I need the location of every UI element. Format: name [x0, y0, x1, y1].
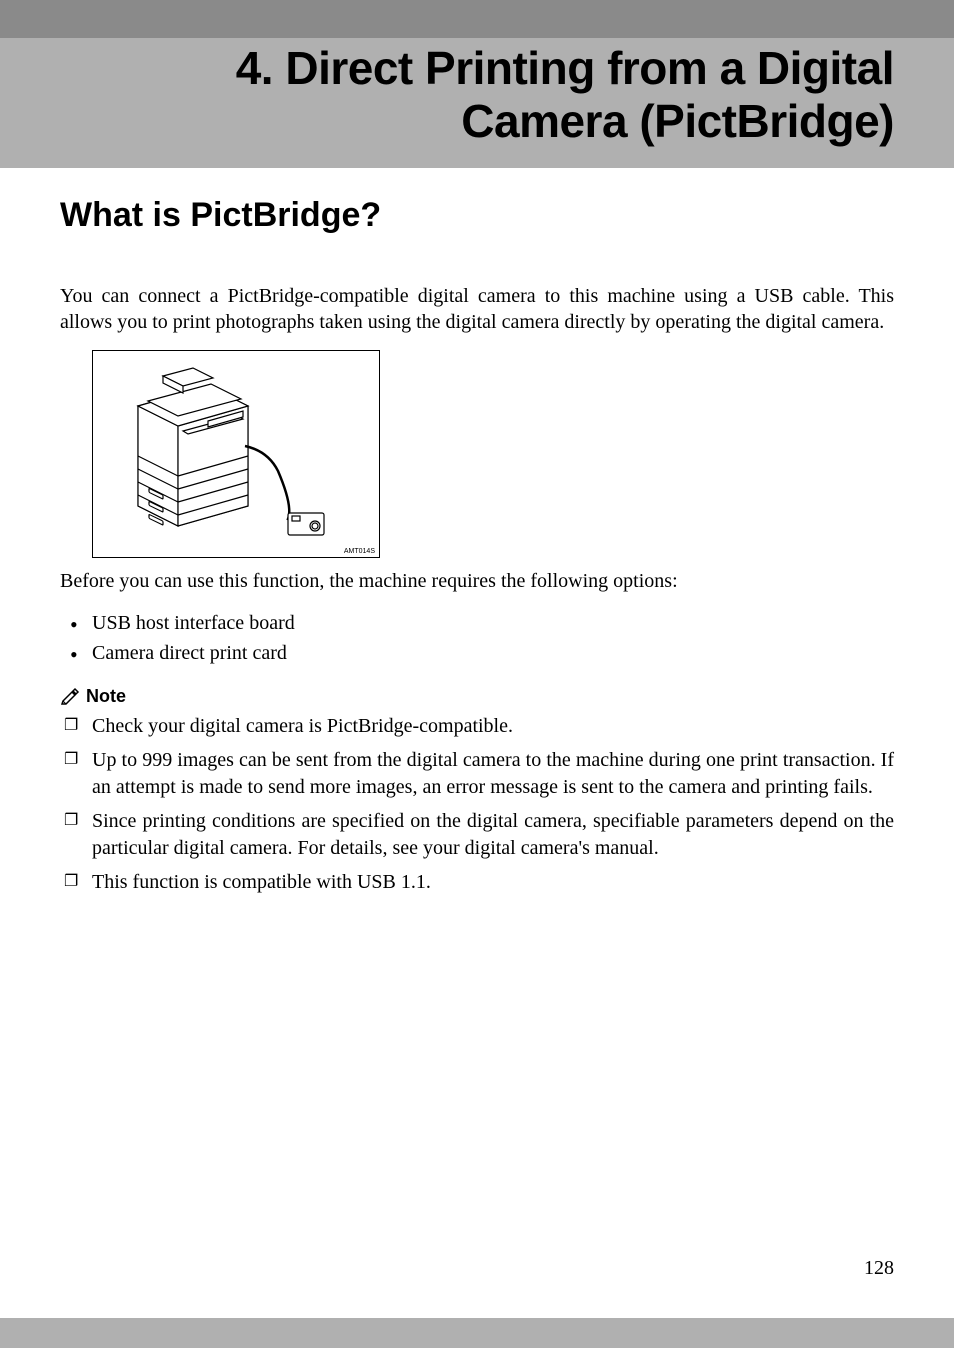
requirement-item: Camera direct print card [60, 638, 894, 668]
requirements-list: USB host interface board Camera direct p… [60, 608, 894, 668]
requirement-item: USB host interface board [60, 608, 894, 638]
note-label: Note [86, 686, 126, 707]
page-number: 128 [864, 1257, 894, 1280]
document-page: 4. Direct Printing from a Digital Camera… [0, 0, 954, 1348]
note-item: Up to 999 images can be sent from the di… [60, 747, 894, 800]
intro-paragraph: You can connect a PictBridge-compatible … [60, 283, 894, 336]
figure-illustration: AMT014S [92, 350, 380, 558]
pencil-icon [60, 686, 80, 706]
printer-camera-diagram [93, 351, 379, 557]
section-title: What is PictBridge? [60, 196, 894, 235]
header-bar [0, 0, 954, 38]
content-area: What is PictBridge? You can connect a Pi… [0, 168, 954, 1318]
chapter-title-line1: 4. Direct Printing from a Digital [60, 42, 894, 95]
chapter-header: 4. Direct Printing from a Digital Camera… [0, 38, 954, 168]
note-header: Note [60, 686, 894, 707]
note-item: Since printing conditions are specified … [60, 808, 894, 861]
figure-label: AMT014S [344, 548, 375, 555]
note-list: Check your digital camera is PictBridge-… [60, 713, 894, 895]
note-item: This function is compatible with USB 1.1… [60, 869, 894, 895]
chapter-title-line2: Camera (PictBridge) [60, 95, 894, 148]
requirements-intro: Before you can use this function, the ma… [60, 568, 894, 594]
note-item: Check your digital camera is PictBridge-… [60, 713, 894, 739]
